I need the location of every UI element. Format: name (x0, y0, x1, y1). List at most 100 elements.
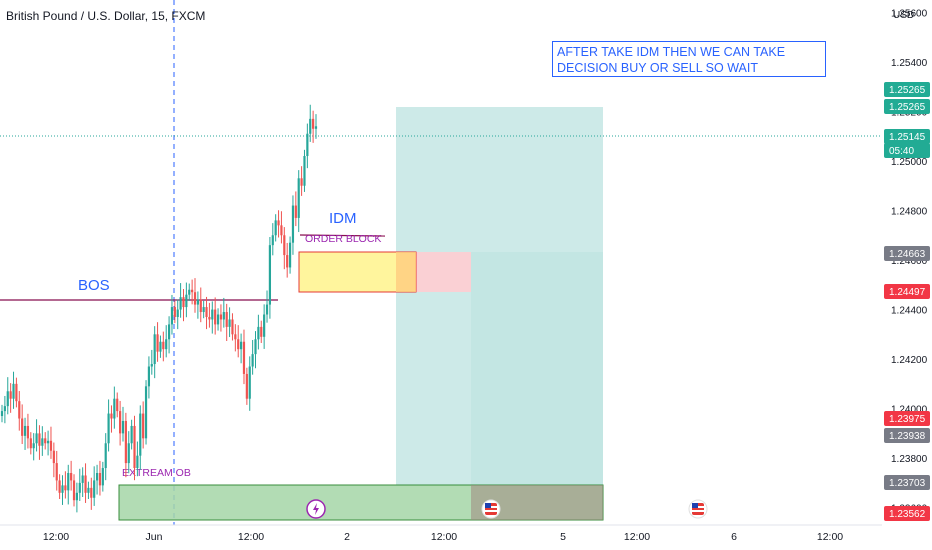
candle-body[interactable] (185, 294, 188, 308)
candle-body[interactable] (32, 443, 35, 449)
candle-body[interactable] (104, 443, 107, 469)
candle-body[interactable] (72, 480, 76, 501)
candle-body[interactable] (274, 220, 277, 236)
time-ticks[interactable]: 12:00 Jun 12:00 2 12:00 5 12:00 6 12:00 (43, 531, 843, 543)
candle-body[interactable] (29, 438, 32, 449)
candle-body[interactable] (205, 307, 208, 317)
candle-body[interactable] (199, 299, 202, 313)
candle-body[interactable] (38, 433, 41, 446)
candle-body[interactable] (116, 398, 119, 412)
candle-body[interactable] (121, 420, 125, 434)
candle-body[interactable] (84, 475, 87, 493)
candle-body[interactable] (219, 314, 223, 320)
candle-body[interactable] (124, 420, 127, 464)
candle-body[interactable] (288, 242, 292, 268)
candle-body[interactable] (119, 411, 122, 434)
candle-body[interactable] (15, 383, 18, 402)
candle-body[interactable] (303, 156, 306, 186)
candle-body[interactable] (265, 304, 269, 315)
candle-body[interactable] (167, 324, 171, 340)
candle-body[interactable] (312, 118, 315, 129)
candle-body[interactable] (144, 386, 148, 439)
candle-body[interactable] (306, 133, 309, 157)
candle-body[interactable] (113, 398, 116, 419)
candle-body[interactable] (242, 341, 246, 374)
candle-body[interactable] (277, 220, 280, 226)
candle-body[interactable] (248, 366, 251, 399)
candle-body[interactable] (9, 391, 12, 399)
idm-line[interactable] (299, 234, 386, 237)
candle-body[interactable] (90, 487, 93, 498)
candle-body[interactable] (211, 309, 214, 320)
candle-body[interactable] (231, 319, 234, 335)
candle-body[interactable] (251, 354, 254, 367)
candle-body[interactable] (52, 450, 55, 464)
candle-body[interactable] (18, 401, 21, 419)
candle-body[interactable] (95, 472, 99, 481)
us-flag-event-icon[interactable] (481, 499, 501, 519)
candle-body[interactable] (81, 475, 84, 483)
candle-body[interactable] (3, 406, 6, 412)
candle-body[interactable] (127, 443, 130, 464)
candle-body[interactable] (257, 326, 260, 340)
candle-body[interactable] (153, 334, 156, 365)
candle-body[interactable] (58, 480, 61, 493)
candle-body[interactable] (49, 440, 53, 451)
candle-body[interactable] (300, 178, 303, 186)
candle-body[interactable] (12, 383, 15, 399)
candle-body[interactable] (142, 413, 145, 439)
candle-body[interactable] (170, 307, 174, 325)
candle-body[interactable] (130, 425, 133, 444)
candle-body[interactable] (21, 418, 24, 436)
candle-body[interactable] (133, 425, 136, 469)
candle-body[interactable] (44, 438, 47, 444)
candle-body[interactable] (64, 485, 67, 491)
candle-body[interactable] (294, 205, 297, 218)
candle-body[interactable] (202, 307, 205, 313)
candle-body[interactable] (67, 472, 70, 491)
candle-body[interactable] (23, 425, 27, 436)
candle-body[interactable] (286, 255, 289, 268)
candle-body[interactable] (162, 341, 165, 350)
candle-body[interactable] (147, 366, 151, 387)
candle-body[interactable] (179, 297, 182, 310)
candle-body[interactable] (208, 316, 211, 320)
us-flag-event-icon[interactable] (688, 499, 708, 519)
candle-body[interactable] (280, 225, 283, 236)
candle-body[interactable] (156, 334, 159, 352)
stop-zone[interactable] (415, 252, 471, 292)
candle-body[interactable] (98, 472, 102, 486)
candle-body[interactable] (271, 235, 274, 246)
candle-body[interactable] (139, 413, 142, 456)
candle-body[interactable] (234, 334, 237, 340)
candle-body[interactable] (0, 411, 4, 417)
candle-body[interactable] (150, 364, 153, 367)
candle-body[interactable] (254, 339, 257, 355)
annotation-note[interactable]: AFTER TAKE IDM THEN WE CAN TAKE DECISION… (552, 41, 826, 77)
candle-body[interactable] (222, 312, 225, 320)
candle-body[interactable] (35, 433, 38, 444)
candle-body[interactable] (26, 425, 30, 439)
candle-body[interactable] (240, 341, 243, 350)
candle-body[interactable] (225, 312, 228, 327)
candle-body[interactable] (6, 391, 9, 407)
target-zone[interactable] (396, 107, 603, 485)
candle-body[interactable] (245, 373, 248, 399)
candle-body[interactable] (107, 413, 110, 444)
candle-body[interactable] (173, 307, 176, 317)
candle-body[interactable] (228, 319, 231, 327)
candle-body[interactable] (182, 297, 185, 308)
candle-body[interactable] (297, 178, 300, 218)
candle-body[interactable] (314, 126, 318, 129)
candle-body[interactable] (263, 314, 266, 337)
candle-body[interactable] (159, 341, 162, 352)
candle-body[interactable] (93, 480, 96, 498)
candle-body[interactable] (193, 292, 197, 305)
candle-body[interactable] (291, 205, 295, 243)
candle-body[interactable] (55, 463, 58, 481)
candle-body[interactable] (283, 235, 286, 256)
candle-body[interactable] (78, 482, 81, 493)
candle-body[interactable] (214, 309, 217, 325)
candle-body[interactable] (110, 413, 113, 419)
